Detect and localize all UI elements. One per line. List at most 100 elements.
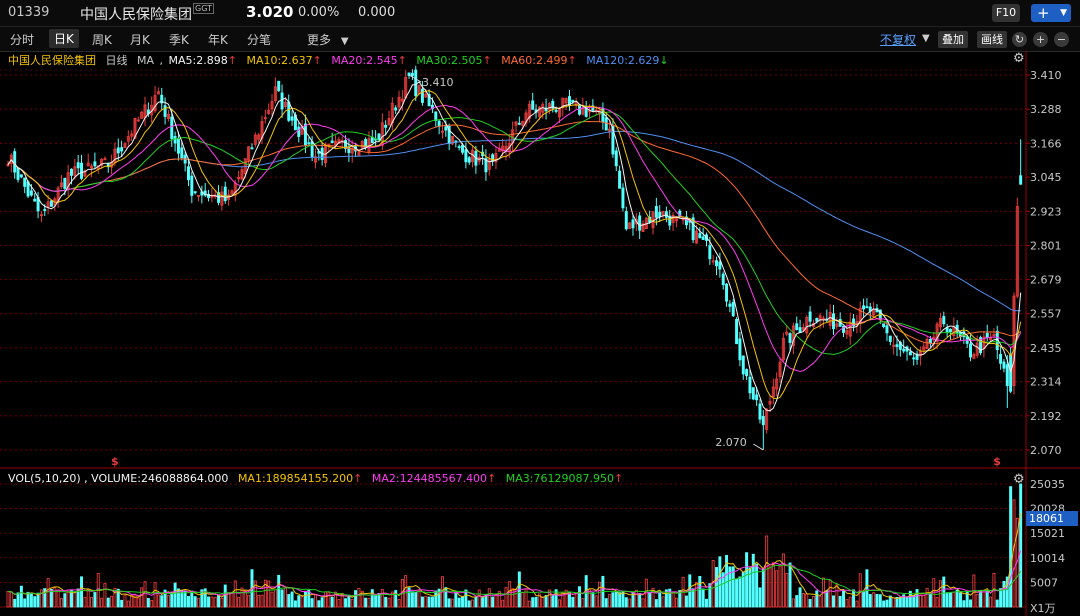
candle-body [835, 323, 839, 327]
volume-bar [494, 593, 498, 608]
volume-bar [531, 597, 535, 608]
volume-bar [100, 597, 104, 608]
volume-bar [327, 592, 331, 608]
candle-body [948, 328, 952, 333]
tab-monthly-k[interactable]: 月K [130, 33, 150, 47]
candle-body [798, 327, 802, 333]
volume-bar [444, 587, 448, 608]
adjust-select[interactable]: 不复权 [880, 33, 917, 47]
volume-bar [624, 597, 628, 608]
change-amount: 0.000 [358, 5, 396, 20]
candle-body [273, 86, 277, 101]
volume-bar [805, 593, 809, 608]
volume-bar [511, 588, 515, 608]
candle-body [758, 403, 762, 420]
volume-bar [334, 591, 338, 608]
candle-body [494, 153, 498, 163]
candle-body [865, 306, 869, 309]
candle-body [267, 109, 271, 115]
tab-ticks[interactable]: 分笔 [247, 33, 272, 47]
volume-bar [554, 589, 558, 608]
candle-body [1015, 206, 1019, 297]
volume-bar [564, 589, 568, 608]
volume-bar [775, 570, 779, 608]
volume-bar [798, 587, 802, 608]
vol-legend: VOL(5,10,20) , VOLUME:246088864.000 MA1:… [8, 472, 624, 485]
candle-body [745, 369, 749, 377]
volume-bar [791, 598, 795, 608]
tab-daily-k[interactable]: 日K [49, 29, 79, 48]
volume-bar [153, 582, 157, 608]
candle-body [123, 143, 127, 149]
volume-bar [878, 594, 882, 608]
candle-body [741, 355, 745, 375]
candle-body [130, 133, 134, 137]
candle-body [427, 93, 431, 107]
volume-bar [143, 581, 147, 608]
zoom-in-icon[interactable]: + [1033, 32, 1048, 47]
volume-bar [541, 596, 545, 608]
volume-bar [504, 587, 508, 608]
zoom-out-icon[interactable]: − [1054, 32, 1069, 47]
price-tick-label: 2.801 [1030, 239, 1062, 252]
candle-body [26, 181, 30, 197]
tab-more[interactable]: 更多 ▼ [307, 33, 349, 47]
volume-bar [130, 594, 134, 608]
tab-intraday[interactable]: 分时 [10, 33, 35, 47]
candle-body [828, 311, 832, 326]
candle-body [999, 353, 1003, 364]
candle-body [277, 80, 281, 92]
high-label: 3.410 [422, 76, 454, 89]
volume-bar [989, 596, 993, 608]
candle-body [313, 156, 317, 163]
candle-body [969, 343, 973, 358]
gear-icon[interactable]: ⚙ [1013, 51, 1025, 66]
candle-body [334, 140, 338, 146]
candle-body [120, 147, 124, 152]
volume-bar [227, 592, 231, 608]
overlay-button[interactable]: 叠加 [938, 31, 968, 48]
chevron-down-icon[interactable]: ▼ [922, 33, 930, 44]
candle-body [922, 346, 926, 351]
candle-body [842, 325, 846, 333]
volume-bar [855, 600, 859, 608]
candle-body [611, 125, 615, 155]
candle-body [715, 260, 719, 267]
volume-bar [477, 589, 481, 608]
volume-bar [106, 597, 110, 608]
volume-bar [905, 596, 909, 608]
volume-bar [888, 595, 892, 608]
refresh-icon[interactable]: ↻ [1012, 32, 1027, 47]
candle-body [684, 216, 688, 226]
add-watchlist-button[interactable]: + ▼ [1031, 4, 1071, 22]
f10-button[interactable]: F10 [992, 4, 1020, 22]
gear-icon[interactable]: ⚙ [1013, 472, 1025, 487]
legend-vol-ma1: MA1:189854155.200 [237, 472, 354, 485]
candle-body [250, 147, 254, 150]
tab-quarterly-k[interactable]: 季K [169, 33, 189, 47]
volume-bar [300, 596, 304, 608]
candle-body [728, 303, 732, 307]
candle-body [985, 332, 989, 338]
price-tick-label: 2.923 [1030, 205, 1062, 218]
candle-body [63, 177, 67, 189]
candle-body [350, 147, 354, 154]
candle-body [116, 147, 120, 154]
volume-bar [674, 597, 678, 608]
candle-body [845, 330, 849, 335]
high-pointer [408, 74, 422, 83]
candle-body [464, 149, 468, 163]
draw-line-button[interactable]: 画线 [977, 31, 1007, 48]
candle-body [424, 93, 428, 98]
chevron-down-icon: ▼ [1060, 8, 1067, 18]
volume-bar [959, 592, 962, 608]
volume-bar [818, 596, 822, 608]
tab-weekly-k[interactable]: 周K [92, 33, 112, 47]
candle-body [70, 168, 73, 176]
volume-tick-label: 5007 [1030, 576, 1058, 589]
candle-body [437, 120, 441, 127]
tab-yearly-k[interactable]: 年K [208, 33, 228, 47]
candle-body [414, 69, 418, 96]
candle-body [290, 116, 294, 121]
